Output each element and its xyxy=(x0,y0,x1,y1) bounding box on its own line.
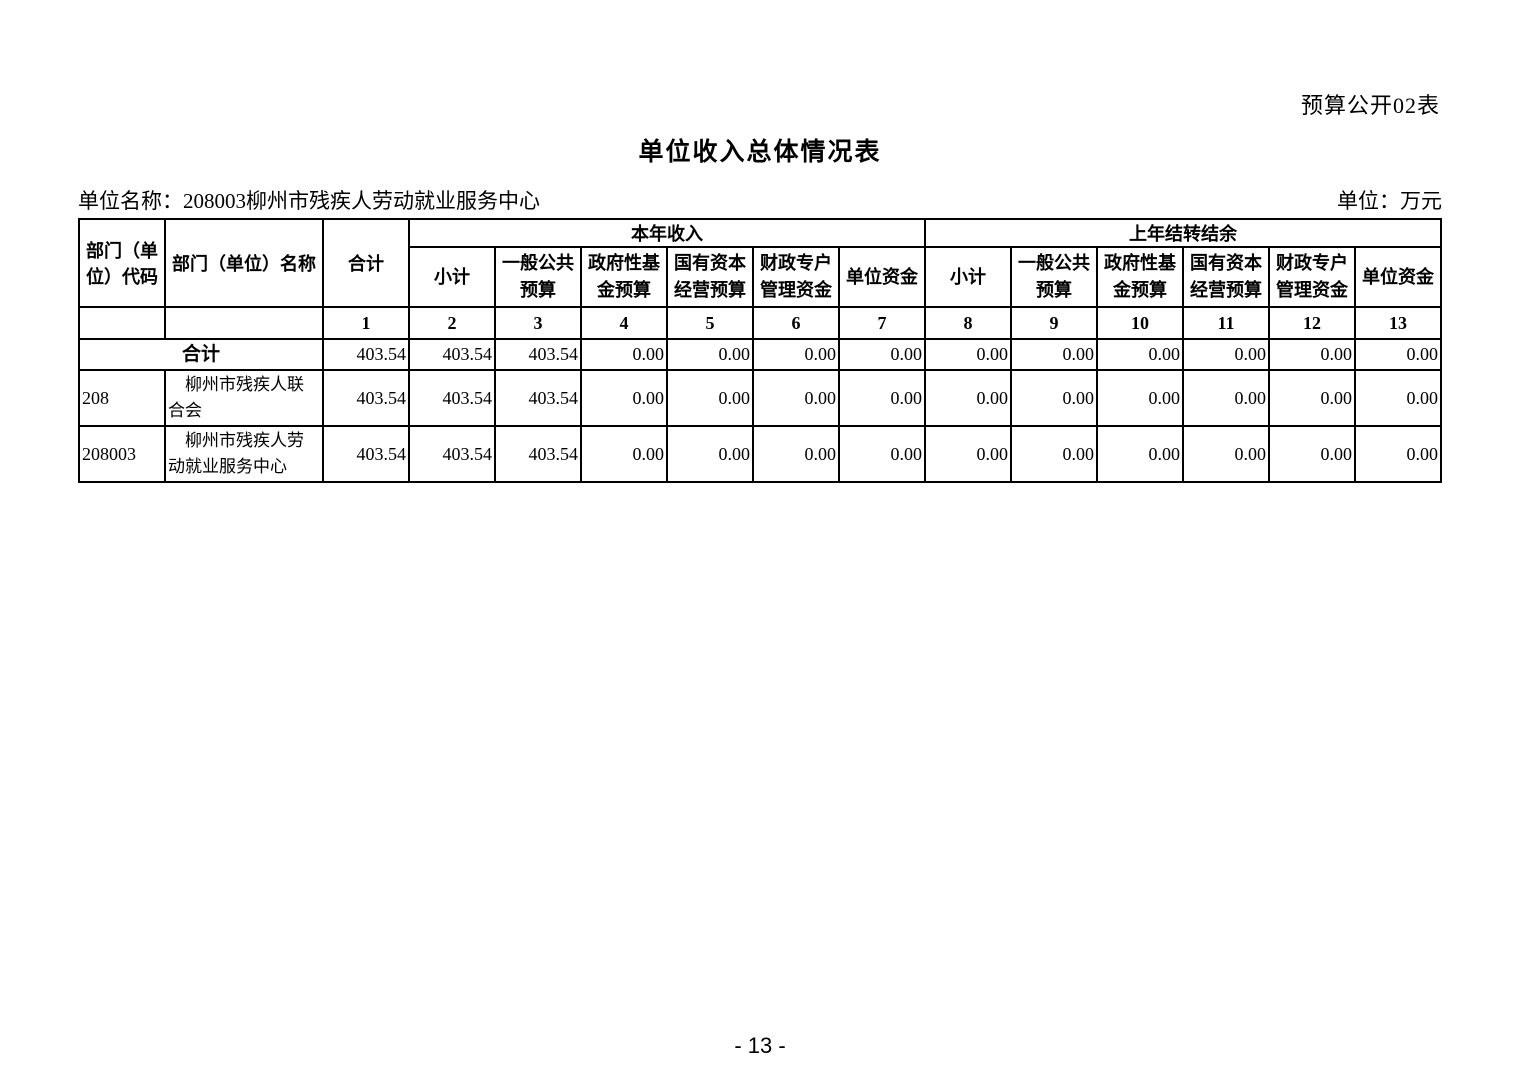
column-number: 3 xyxy=(494,306,582,340)
unit-measure-label: 单位：万元 xyxy=(1337,189,1442,213)
value-cell: 0.00 xyxy=(924,338,1012,371)
value-cell: 403.54 xyxy=(494,338,582,371)
header-gov-fund-budget: 政府性基金预算 xyxy=(580,246,668,308)
value-cell: 0.00 xyxy=(580,425,668,483)
value-cell: 0.00 xyxy=(1096,369,1184,427)
value-cell: 0.00 xyxy=(752,369,840,427)
row-total-label: 合计 xyxy=(78,338,324,371)
value-cell: 0.00 xyxy=(1182,338,1270,371)
header-unit-funds: 单位资金 xyxy=(1354,246,1442,308)
column-number: 4 xyxy=(580,306,668,340)
page-number: - 13 - xyxy=(734,1033,786,1058)
value-cell: 0.00 xyxy=(752,425,840,483)
value-cell: 403.54 xyxy=(494,425,582,483)
table-row-208: 208 柳州市残疾人联合会 403.54 403.54 403.54 0.00 … xyxy=(78,369,1442,427)
value-cell: 0.00 xyxy=(1010,338,1098,371)
value-cell: 0.00 xyxy=(666,425,754,483)
header-group-row: 部门（单位）代码 部门（单位）名称 合计 本年收入 上年结转结余 xyxy=(78,218,1442,308)
value-cell: 0.00 xyxy=(1010,369,1098,427)
column-number: 13 xyxy=(1354,306,1442,340)
value-cell: 0.00 xyxy=(1354,338,1442,371)
column-number-empty xyxy=(78,306,166,340)
value-cell: 0.00 xyxy=(838,338,926,371)
column-number: 8 xyxy=(924,306,1012,340)
row-code: 208 xyxy=(78,369,166,427)
value-cell: 403.54 xyxy=(322,369,410,427)
value-cell: 0.00 xyxy=(666,369,754,427)
value-cell: 0.00 xyxy=(1010,425,1098,483)
header-state-capital-budget: 国有资本经营预算 xyxy=(666,246,754,308)
column-number: 2 xyxy=(408,306,496,340)
value-cell: 403.54 xyxy=(408,425,496,483)
value-cell: 403.54 xyxy=(408,338,496,371)
header-sub-row: 小计 一般公共预算 政府性基金预算 国有资本经营预算 财政专户管理资金 单位资金… xyxy=(79,246,1442,308)
value-cell: 0.00 xyxy=(1268,338,1356,371)
value-cell: 0.00 xyxy=(1182,425,1270,483)
column-number: 6 xyxy=(752,306,840,340)
column-number: 5 xyxy=(666,306,754,340)
table-row-total: 合计 403.54 403.54 403.54 0.00 0.00 0.00 0… xyxy=(78,338,1442,371)
value-cell: 0.00 xyxy=(1268,425,1356,483)
value-cell: 0.00 xyxy=(1268,369,1356,427)
column-number: 1 xyxy=(322,306,410,340)
column-number: 9 xyxy=(1010,306,1098,340)
value-cell: 0.00 xyxy=(580,338,668,371)
header-unit-funds: 单位资金 xyxy=(838,246,926,308)
column-number-row: 1 2 3 4 5 6 7 8 9 10 11 12 13 xyxy=(78,306,1442,340)
value-cell: 0.00 xyxy=(1096,425,1184,483)
value-cell: 0.00 xyxy=(752,338,840,371)
value-cell: 0.00 xyxy=(580,369,668,427)
value-cell: 0.00 xyxy=(666,338,754,371)
page-title: 单位收入总体情况表 xyxy=(638,139,882,166)
column-number: 7 xyxy=(838,306,926,340)
form-number-label: 预算公开02表 xyxy=(1300,93,1440,118)
header-subtotal: 小计 xyxy=(924,246,1012,308)
header-gov-fund-budget: 政府性基金预算 xyxy=(1096,246,1184,308)
row-code: 208003 xyxy=(78,425,166,483)
value-cell: 0.00 xyxy=(1354,369,1442,427)
value-cell: 0.00 xyxy=(1182,369,1270,427)
column-number: 11 xyxy=(1182,306,1270,340)
table-meta-line: 单位名称：208003柳州市残疾人劳动就业服务中心 单位：万元 xyxy=(78,185,1442,215)
column-number-empty xyxy=(164,306,324,340)
value-cell: 0.00 xyxy=(924,369,1012,427)
column-number: 12 xyxy=(1268,306,1356,340)
header-state-capital-budget: 国有资本经营预算 xyxy=(1182,246,1270,308)
value-cell: 403.54 xyxy=(322,338,410,371)
header-fiscal-account-funds: 财政专户管理资金 xyxy=(752,246,840,308)
unit-name-label: 单位名称：208003柳州市残疾人劳动就业服务中心 xyxy=(78,189,540,213)
column-number: 10 xyxy=(1096,306,1184,340)
row-name: 柳州市残疾人劳动就业服务中心 xyxy=(164,425,324,483)
header-general-public-budget: 一般公共预算 xyxy=(1010,246,1098,308)
value-cell: 0.00 xyxy=(1096,338,1184,371)
value-cell: 0.00 xyxy=(924,425,1012,483)
header-subtotal: 小计 xyxy=(408,246,496,308)
header-group-carryover: 上年结转结余 xyxy=(924,218,1442,248)
value-cell: 0.00 xyxy=(1354,425,1442,483)
row-name: 柳州市残疾人联合会 xyxy=(164,369,324,427)
value-cell: 0.00 xyxy=(838,425,926,483)
value-cell: 0.00 xyxy=(838,369,926,427)
income-summary-table: 部门（单位）代码 部门（单位）名称 合计 本年收入 上年结转结余 小计 一般公共… xyxy=(78,218,1442,483)
header-general-public-budget: 一般公共预算 xyxy=(494,246,582,308)
value-cell: 403.54 xyxy=(494,369,582,427)
table-row-208003: 208003 柳州市残疾人劳动就业服务中心 403.54 403.54 403.… xyxy=(78,425,1442,483)
header-dept-name: 部门（单位）名称 xyxy=(164,218,324,308)
header-total: 合计 xyxy=(322,218,410,308)
value-cell: 403.54 xyxy=(322,425,410,483)
header-group-current-year-income: 本年收入 xyxy=(408,218,926,248)
header-fiscal-account-funds: 财政专户管理资金 xyxy=(1268,246,1356,308)
value-cell: 403.54 xyxy=(408,369,496,427)
header-dept-code: 部门（单位）代码 xyxy=(78,218,166,308)
